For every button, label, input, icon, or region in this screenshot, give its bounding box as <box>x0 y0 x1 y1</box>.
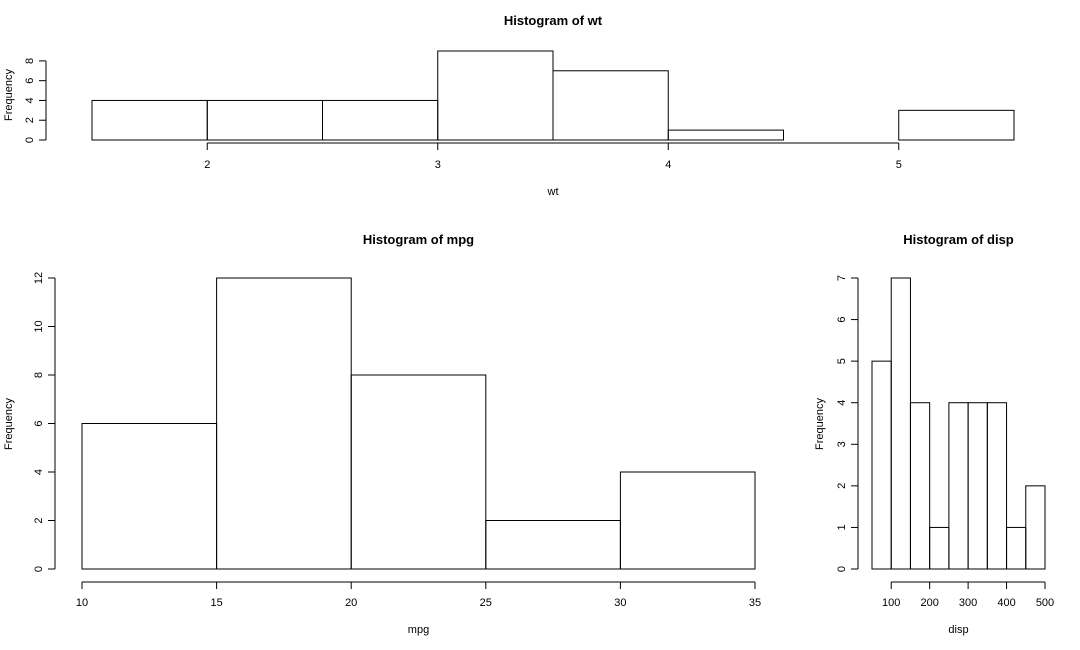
x-tick-label: 30 <box>614 597 626 609</box>
histogram-bar <box>350 374 487 570</box>
x-tick-label: 200 <box>920 597 938 609</box>
x-tick-label: 25 <box>480 597 492 609</box>
x-tick-label: 400 <box>997 597 1015 609</box>
x-tick-label: 300 <box>959 597 977 609</box>
histogram-bar <box>91 99 208 141</box>
x-tick-label: 35 <box>749 597 761 609</box>
x-axis-label: wt <box>547 186 559 198</box>
histogram-bar <box>619 471 756 570</box>
histogram-bar <box>909 402 931 570</box>
y-tick-label: 6 <box>33 420 45 426</box>
y-tick-label: 2 <box>836 483 848 489</box>
histogram-bar <box>485 520 621 570</box>
panel-mpg: Histogram of mpg mpg Frequency 10 15 20 25 3… <box>3 232 761 636</box>
chart-title: Histogram of mpg <box>363 232 474 247</box>
x-tick-label: 500 <box>1036 597 1054 609</box>
x-tick-label: 5 <box>896 159 902 171</box>
y-tick-label: 0 <box>33 566 45 572</box>
y-tick-label: 0 <box>836 566 848 572</box>
y-tick-label: 8 <box>24 58 36 64</box>
y-tick-label: 5 <box>836 358 848 364</box>
y-tick-label: 3 <box>836 441 848 447</box>
y-tick-label: 6 <box>24 78 36 84</box>
histogram-bar <box>898 109 1015 141</box>
histogram-bar <box>81 423 218 570</box>
x-tick-label: 10 <box>76 597 88 609</box>
chart-title: Histogram of disp <box>903 232 1014 247</box>
y-tick-label: 0 <box>24 137 36 143</box>
histogram-bar <box>967 402 988 570</box>
histogram-bar <box>890 277 911 570</box>
histogram-bar <box>206 99 323 141</box>
histogram-bar <box>216 277 352 570</box>
y-tick-label: 8 <box>33 372 45 378</box>
chart-title: Histogram of wt <box>504 13 603 28</box>
x-tick-label: 3 <box>435 159 441 171</box>
x-axis-label: disp <box>948 624 968 636</box>
y-axis-label: Frequency <box>3 69 15 121</box>
x-tick-label: 20 <box>345 597 357 609</box>
y-tick-label: 2 <box>33 517 45 523</box>
x-axis-label: mpg <box>408 624 429 636</box>
histogram-bar <box>667 129 784 141</box>
histogram-bar <box>871 360 892 570</box>
y-tick-label: 4 <box>33 469 45 475</box>
y-tick-label: 12 <box>33 272 45 284</box>
y-tick-label: 4 <box>24 97 36 103</box>
y-axis-label: Frequency <box>814 398 826 450</box>
x-tick-label: 15 <box>210 597 222 609</box>
histogram-bar <box>552 70 669 141</box>
y-tick-label: 1 <box>836 524 848 530</box>
y-tick-label: 10 <box>33 320 45 332</box>
histogram-bar <box>986 402 1008 570</box>
histogram-bar <box>948 402 969 570</box>
y-axis-label: Frequency <box>3 398 15 450</box>
y-tick-label: 7 <box>836 275 848 281</box>
histogram-bar <box>1006 526 1027 570</box>
histogram-bar <box>929 526 950 570</box>
panel-wt: Histogram of wt wt Frequency 2 3 4 5 0 2 4 6 8 <box>3 13 1015 198</box>
histogram-bar <box>437 50 554 141</box>
histogram-bar <box>322 99 439 141</box>
y-tick-label: 6 <box>836 317 848 323</box>
y-tick-label: 2 <box>24 117 36 123</box>
y-tick-label: 4 <box>836 400 848 406</box>
histogram-bar <box>1025 485 1046 570</box>
x-tick-label: 2 <box>204 159 210 171</box>
x-tick-label: 100 <box>882 597 900 609</box>
x-tick-label: 4 <box>665 159 671 171</box>
panel-disp: Histogram of disp disp Frequency 100 200 3… <box>814 232 1054 636</box>
